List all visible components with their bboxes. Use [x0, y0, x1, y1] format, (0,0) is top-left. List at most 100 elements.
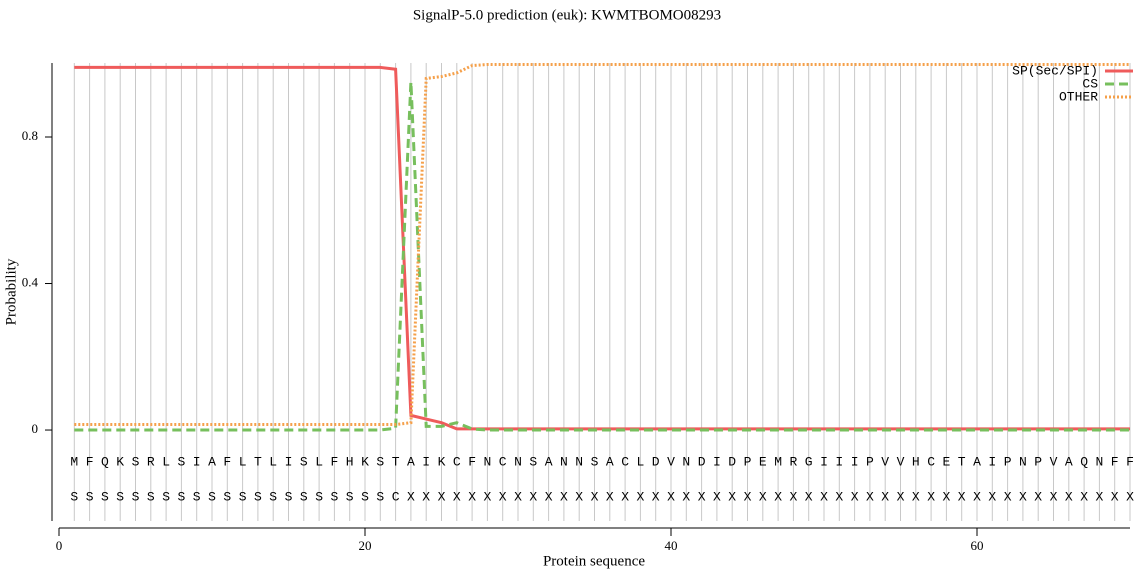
annotation-label: X — [1065, 489, 1073, 504]
y-axis-label: Probability — [3, 258, 19, 325]
x-tick-label: 40 — [665, 538, 678, 553]
annotation-label: X — [897, 489, 905, 504]
annotation-label: X — [667, 489, 675, 504]
residue-label: V — [897, 454, 905, 469]
annotation-label: X — [499, 489, 507, 504]
annotation-label: X — [698, 489, 706, 504]
residue-label: I — [820, 454, 828, 469]
annotation-label: X — [468, 489, 476, 504]
annotation-label: X — [851, 489, 859, 504]
annotation-label: X — [483, 489, 491, 504]
residue-label: E — [759, 454, 767, 469]
residue-label: P — [866, 454, 874, 469]
residue-label: A — [1065, 454, 1073, 469]
annotation-label: X — [453, 489, 461, 504]
annotation-label: X — [912, 489, 920, 504]
residue-label: T — [254, 454, 262, 469]
x-axis-label: Protein sequence — [543, 553, 645, 569]
residue-label: I — [713, 454, 721, 469]
residue-label: Q — [1080, 454, 1088, 469]
series-line — [74, 62, 1130, 427]
residue-label: F — [330, 454, 338, 469]
residue-label: S — [132, 454, 140, 469]
residue-label: N — [1019, 454, 1027, 469]
chart-title: SignalP-5.0 prediction (euk): KWMTBOMO08… — [413, 7, 721, 23]
annotation-label: X — [973, 489, 981, 504]
residue-label: I — [851, 454, 859, 469]
annotation-label: X — [1095, 489, 1103, 504]
residue-label: H — [346, 454, 354, 469]
residue-label: L — [315, 454, 323, 469]
residue-label: N — [560, 454, 568, 469]
residue-label: A — [545, 454, 553, 469]
residue-label: S — [529, 454, 537, 469]
annotation-label: S — [101, 489, 109, 504]
residue-label: F — [223, 454, 231, 469]
residue-label: V — [881, 454, 889, 469]
residue-label: R — [147, 454, 155, 469]
residue-label: P — [1004, 454, 1012, 469]
residue-label: P — [744, 454, 752, 469]
residue-label: N — [514, 454, 522, 469]
annotation-label: X — [789, 489, 797, 504]
residue-label: S — [300, 454, 308, 469]
residue-label: C — [621, 454, 629, 469]
annotation-label: X — [881, 489, 889, 504]
residue-label: K — [116, 454, 124, 469]
residue-label: S — [177, 454, 185, 469]
residue-label: L — [162, 454, 170, 469]
annotation-label: X — [744, 489, 752, 504]
annotation-label: S — [223, 489, 231, 504]
annotation-label: X — [1034, 489, 1042, 504]
residue-label: E — [942, 454, 950, 469]
annotation-label: C — [392, 489, 400, 504]
annotation-label: X — [652, 489, 660, 504]
residue-label: N — [1095, 454, 1103, 469]
annotation-label: X — [1019, 489, 1027, 504]
annotation-label: S — [361, 489, 369, 504]
annotation-label: X — [713, 489, 721, 504]
residue-label: K — [438, 454, 446, 469]
annotation-label: S — [147, 489, 155, 504]
annotation-label: X — [636, 489, 644, 504]
residue-label: A — [208, 454, 216, 469]
residue-label: C — [927, 454, 935, 469]
series-line — [74, 65, 1130, 431]
residue-label: I — [835, 454, 843, 469]
residue-label: D — [728, 454, 736, 469]
annotation-label: X — [606, 489, 614, 504]
residue-label: S — [376, 454, 384, 469]
residue-label: N — [682, 454, 690, 469]
annotation-label: X — [529, 489, 537, 504]
annotation-label: X — [591, 489, 599, 504]
residue-label: F — [1126, 454, 1134, 469]
annotation-label: X — [514, 489, 522, 504]
annotation-label: X — [1050, 489, 1058, 504]
annotation-label: S — [315, 489, 323, 504]
legend-label: OTHER — [1059, 89, 1098, 104]
residue-label: I — [422, 454, 430, 469]
annotation-label: S — [70, 489, 78, 504]
residue-label: A — [606, 454, 614, 469]
annotation-label: X — [545, 489, 553, 504]
residue-label: L — [269, 454, 277, 469]
annotation-label: X — [1004, 489, 1012, 504]
residue-label: C — [499, 454, 507, 469]
residue-label: D — [698, 454, 706, 469]
series-line — [74, 81, 1130, 432]
residue-label: Q — [101, 454, 109, 469]
annotation-label: X — [1126, 489, 1134, 504]
annotation-label: X — [560, 489, 568, 504]
residue-label: C — [453, 454, 461, 469]
residue-label: A — [973, 454, 981, 469]
residue-label: I — [193, 454, 201, 469]
annotation-label: S — [193, 489, 201, 504]
annotation-label: X — [958, 489, 966, 504]
residue-label: T — [958, 454, 966, 469]
annotation-label: X — [835, 489, 843, 504]
residue-label: F — [1111, 454, 1119, 469]
annotation-label: X — [728, 489, 736, 504]
annotation-label: S — [330, 489, 338, 504]
